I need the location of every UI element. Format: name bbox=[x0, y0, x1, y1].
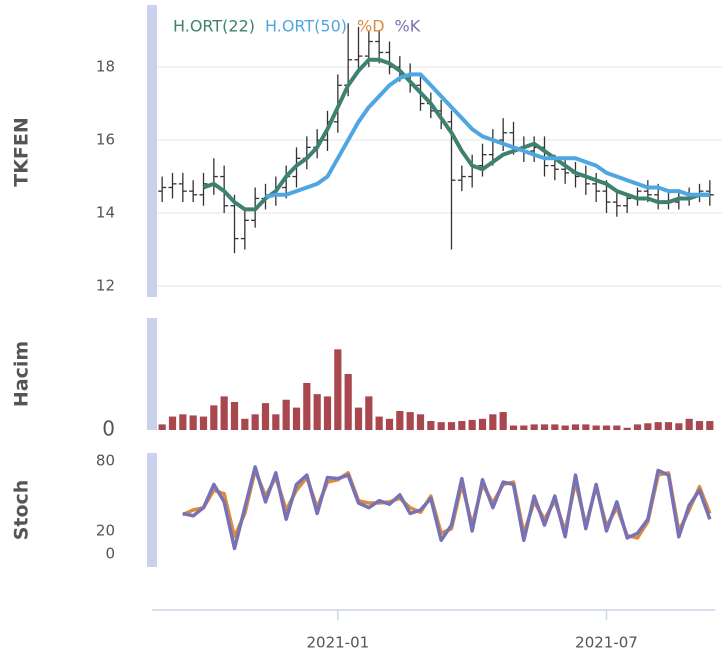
y-tick-label: 80 bbox=[96, 452, 115, 470]
bar bbox=[179, 414, 187, 430]
bar bbox=[427, 421, 435, 430]
bar bbox=[468, 419, 476, 430]
bar bbox=[396, 410, 404, 430]
bar bbox=[571, 424, 580, 430]
bar bbox=[230, 402, 239, 430]
panel-strip bbox=[147, 318, 157, 430]
x-tick-label: 2021-07 bbox=[575, 634, 638, 652]
bar bbox=[168, 416, 177, 430]
y-axis-title: TKFEN bbox=[11, 117, 33, 187]
bar bbox=[685, 418, 693, 430]
bar bbox=[241, 418, 249, 430]
y-tick-label: 0 bbox=[105, 545, 115, 563]
bar bbox=[675, 423, 683, 430]
y-tick-label: 12 bbox=[96, 277, 115, 295]
bar bbox=[406, 412, 414, 430]
y-tick-label: 14 bbox=[96, 204, 115, 222]
bar bbox=[261, 403, 270, 430]
bar bbox=[199, 416, 208, 430]
bar bbox=[654, 422, 662, 430]
y-tick-label: 16 bbox=[96, 131, 115, 149]
line bbox=[265, 72, 710, 199]
line bbox=[202, 57, 710, 212]
bar bbox=[644, 423, 652, 430]
bar bbox=[313, 394, 321, 430]
bar bbox=[416, 414, 425, 430]
legend-entry: %D bbox=[357, 17, 385, 36]
bar bbox=[551, 424, 559, 430]
bar bbox=[561, 425, 569, 430]
bar bbox=[220, 396, 228, 430]
bar bbox=[582, 424, 590, 430]
bar bbox=[530, 424, 538, 430]
bar bbox=[282, 399, 290, 430]
bar bbox=[509, 425, 518, 430]
bar bbox=[292, 407, 301, 430]
y-tick-label: 18 bbox=[96, 58, 115, 76]
bar bbox=[499, 412, 507, 430]
bar bbox=[158, 424, 166, 430]
bar bbox=[695, 421, 704, 430]
bar bbox=[385, 418, 394, 430]
legend-entry: H.ORT(50) bbox=[265, 17, 347, 36]
bar bbox=[706, 421, 714, 430]
bar bbox=[458, 421, 466, 430]
panel-strip bbox=[147, 5, 157, 297]
bar bbox=[272, 414, 280, 430]
y-tick-label: 20 bbox=[96, 521, 115, 539]
bar bbox=[664, 422, 673, 430]
panel-strip bbox=[147, 453, 157, 567]
bar bbox=[602, 425, 611, 430]
bar bbox=[210, 405, 218, 430]
bar bbox=[447, 422, 456, 430]
bar bbox=[623, 427, 631, 430]
line bbox=[182, 465, 712, 551]
bar bbox=[375, 416, 383, 430]
y-axis-title: Hacim bbox=[11, 341, 33, 407]
bar bbox=[334, 349, 342, 430]
bar bbox=[189, 415, 197, 430]
bar bbox=[251, 414, 259, 430]
bar bbox=[520, 425, 528, 430]
bar bbox=[613, 425, 621, 430]
bar bbox=[323, 396, 332, 430]
legend-entry: H.ORT(22) bbox=[173, 17, 255, 36]
bar bbox=[633, 424, 642, 430]
bar bbox=[344, 374, 352, 430]
bar bbox=[354, 407, 363, 430]
bar bbox=[592, 425, 600, 430]
bar bbox=[478, 418, 487, 430]
legend-entry: %K bbox=[395, 17, 421, 36]
y-axis-title: Stoch bbox=[11, 480, 33, 541]
bar bbox=[489, 414, 497, 430]
line bbox=[182, 468, 712, 540]
x-tick-label: 2021-01 bbox=[306, 634, 369, 652]
bar bbox=[437, 422, 445, 430]
bar bbox=[540, 424, 549, 430]
bar bbox=[303, 382, 311, 430]
y-tick-label: 0 bbox=[102, 417, 115, 441]
bar bbox=[365, 396, 373, 430]
